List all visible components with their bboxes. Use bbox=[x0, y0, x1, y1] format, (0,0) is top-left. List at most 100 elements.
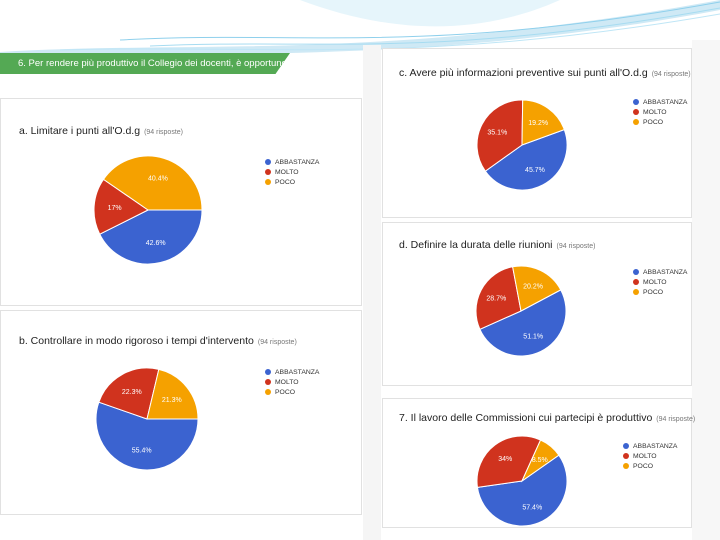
legend-label: MOLTO bbox=[643, 278, 667, 286]
legend-item-molto: MOLTO bbox=[633, 107, 687, 117]
pie-slice-label: 57.4% bbox=[522, 504, 542, 511]
legend-dot bbox=[633, 119, 639, 125]
pie-slice-poco bbox=[512, 265, 562, 312]
panel-c: c. Avere più informazioni preventive sui… bbox=[382, 48, 692, 218]
legend-dot bbox=[265, 169, 271, 175]
right-edge-shade bbox=[692, 40, 720, 540]
legend-label: MOLTO bbox=[643, 108, 667, 116]
legend-label: ABBASTANZA bbox=[643, 98, 688, 106]
legend-label: ABBASTANZA bbox=[643, 268, 688, 276]
legend-dot bbox=[265, 389, 271, 395]
legend-label: ABBASTANZA bbox=[633, 442, 678, 450]
pie-slice-label: 35.1% bbox=[487, 130, 507, 137]
pie-slice-label: 22.3% bbox=[122, 389, 142, 396]
pie-slice-label: 17% bbox=[108, 205, 122, 212]
question-banner: 6. Per rendere più produttivo il Collegi… bbox=[0, 53, 290, 74]
pie-slice-label: 42.6% bbox=[146, 240, 166, 247]
legend-item-molto: MOLTO bbox=[623, 451, 677, 461]
legend-label: POCO bbox=[643, 288, 664, 296]
legend-item-poco: POCO bbox=[633, 287, 687, 297]
legend-d: ABBASTANZA MOLTO POCO bbox=[633, 267, 687, 297]
panel-q7-title-text: 7. Il lavoro delle Commissioni cui parte… bbox=[399, 412, 653, 424]
legend-dot bbox=[633, 269, 639, 275]
pie-slice-poco bbox=[520, 439, 560, 483]
legend-item-abbastanza: ABBASTANZA bbox=[265, 157, 319, 167]
legend-dot bbox=[633, 109, 639, 115]
pie-chart-a: 42.6% 17% 40.4% bbox=[93, 155, 203, 265]
gutter bbox=[363, 45, 381, 540]
pie-slice-molto bbox=[475, 266, 522, 330]
pie-slice-label: 55.4% bbox=[132, 448, 152, 455]
panel-c-title-text: c. Avere più informazioni preventive sui… bbox=[399, 67, 648, 79]
pie-slice-label: 45.7% bbox=[525, 167, 545, 174]
panel-b-title-text: b. Controllare in modo rigoroso i tempi … bbox=[19, 335, 254, 347]
pie-chart-d: 51.1% 28.7% 20.2% bbox=[475, 265, 567, 357]
pie-slice-abbastanza bbox=[479, 289, 567, 357]
pie-slice-poco bbox=[146, 368, 199, 420]
legend-dot bbox=[265, 369, 271, 375]
legend-a: ABBASTANZA MOLTO POCO bbox=[265, 157, 319, 187]
legend-dot bbox=[623, 463, 629, 469]
legend-dot bbox=[633, 289, 639, 295]
panel-q7: 7. Il lavoro delle Commissioni cui parte… bbox=[382, 398, 695, 528]
panel-d-title: d. Definire la durata delle riunioni (94 … bbox=[399, 239, 595, 251]
legend-dot bbox=[265, 159, 271, 165]
legend-label: POCO bbox=[643, 118, 664, 126]
pie-slice-abbastanza bbox=[484, 128, 568, 191]
pie-slice-poco bbox=[102, 155, 203, 211]
pie-chart-q7: 57.4% 34% 8.5% bbox=[476, 435, 568, 527]
pie-slice-label: 19.2% bbox=[528, 120, 548, 127]
legend-dot bbox=[265, 379, 271, 385]
panel-d-title-text: d. Definire la durata delle riunioni bbox=[399, 239, 553, 251]
pie-slice-label: 28.7% bbox=[486, 296, 506, 303]
pie-slice-label: 34% bbox=[498, 456, 512, 463]
pie-slice-molto bbox=[476, 99, 524, 172]
legend-item-molto: MOLTO bbox=[265, 167, 319, 177]
panel-c-title: c. Avere più informazioni preventive sui… bbox=[399, 67, 691, 79]
legend-item-abbastanza: ABBASTANZA bbox=[265, 367, 319, 377]
legend-dot bbox=[633, 99, 639, 105]
legend-item-abbastanza: ABBASTANZA bbox=[633, 97, 687, 107]
pie-slice-label: 40.4% bbox=[148, 176, 168, 183]
pie-slice-molto bbox=[98, 367, 160, 420]
legend-label: MOLTO bbox=[633, 452, 657, 460]
legend-label: MOLTO bbox=[275, 378, 299, 386]
panel-d: d. Definire la durata delle riunioni (94 … bbox=[382, 222, 692, 386]
panel-b: b. Controllare in modo rigoroso i tempi … bbox=[0, 310, 362, 515]
panel-b-responses: (94 risposte) bbox=[257, 339, 297, 346]
legend-dot bbox=[265, 179, 271, 185]
legend-item-molto: MOLTO bbox=[633, 277, 687, 287]
legend-label: ABBASTANZA bbox=[275, 368, 320, 376]
panel-b-title: b. Controllare in modo rigoroso i tempi … bbox=[19, 335, 297, 347]
legend-c: ABBASTANZA MOLTO POCO bbox=[633, 97, 687, 127]
legend-label: MOLTO bbox=[275, 168, 299, 176]
legend-dot bbox=[623, 443, 629, 449]
pie-slice-abbastanza bbox=[476, 454, 568, 527]
panel-a-title: a. Limitare i punti all'O.d.g (94 rispost… bbox=[19, 125, 183, 137]
pie-slice-abbastanza bbox=[99, 209, 203, 265]
pie-slice-poco bbox=[521, 99, 565, 146]
panel-a-title-text: a. Limitare i punti all'O.d.g bbox=[19, 125, 141, 137]
legend-item-abbastanza: ABBASTANZA bbox=[633, 267, 687, 277]
legend-item-molto: MOLTO bbox=[265, 377, 319, 387]
legend-label: ABBASTANZA bbox=[275, 158, 320, 166]
legend-item-poco: POCO bbox=[633, 117, 687, 127]
legend-label: POCO bbox=[275, 388, 296, 396]
pie-slice-label: 51.1% bbox=[523, 334, 543, 341]
panel-c-responses: (94 risposte) bbox=[651, 71, 691, 78]
pie-chart-c: 45.7% 35.1% 19.2% bbox=[476, 99, 568, 191]
legend-label: POCO bbox=[633, 462, 654, 470]
legend-q7: ABBASTANZA MOLTO POCO bbox=[623, 441, 677, 471]
pie-slice-label: 21.3% bbox=[162, 397, 182, 404]
header-swoosh-decoration bbox=[0, 0, 720, 58]
panel-a-responses: (94 risposte) bbox=[144, 129, 183, 136]
pie-slice-molto bbox=[93, 178, 149, 235]
legend-item-poco: POCO bbox=[623, 461, 677, 471]
legend-dot bbox=[633, 279, 639, 285]
panel-q7-title: 7. Il lavoro delle Commissioni cui parte… bbox=[399, 412, 695, 424]
legend-item-abbastanza: ABBASTANZA bbox=[623, 441, 677, 451]
pie-chart-b: 55.4% 22.3% 21.3% bbox=[95, 367, 199, 471]
legend-item-poco: POCO bbox=[265, 387, 319, 397]
panel-d-responses: (94 risposte) bbox=[556, 243, 596, 250]
panel-a: a. Limitare i punti all'O.d.g (94 rispost… bbox=[0, 98, 362, 306]
